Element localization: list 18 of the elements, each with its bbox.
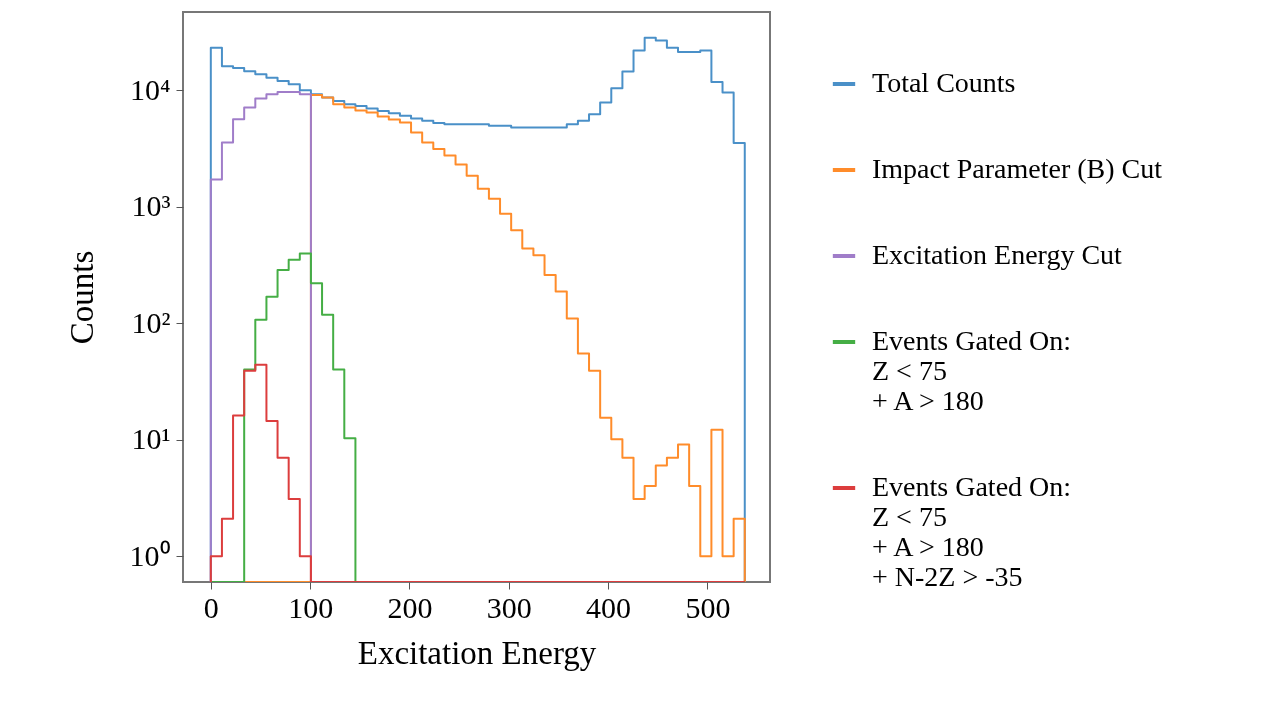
- legend-label: Impact Parameter (B) Cut: [872, 153, 1163, 184]
- y-tick-label: 10¹: [131, 422, 171, 456]
- legend-label: Excitation Energy Cut: [872, 239, 1123, 270]
- y-tick-label: 10³: [131, 189, 171, 223]
- y-tick-label: 10⁴: [130, 72, 171, 106]
- y-tick-label: 10²: [131, 305, 171, 339]
- x-tick-label: 200: [387, 590, 433, 624]
- x-tick-label: 500: [685, 590, 731, 624]
- x-tick-label: 0: [203, 590, 219, 624]
- x-axis-title: Excitation Energy: [357, 634, 597, 671]
- legend-label: Events Gated On: Z < 75 + A > 180: [872, 325, 1072, 416]
- y-axis-title: Counts: [63, 250, 100, 345]
- x-tick-label: 100: [288, 590, 334, 624]
- legend-label: Total Counts: [872, 67, 1016, 98]
- legend-label: Events Gated On: Z < 75 + A > 180 + N-2Z > -35: [872, 471, 1072, 592]
- x-tick-label: 300: [486, 590, 532, 624]
- y-tick-label: 10⁰: [129, 538, 171, 572]
- x-tick-label: 400: [586, 590, 632, 624]
